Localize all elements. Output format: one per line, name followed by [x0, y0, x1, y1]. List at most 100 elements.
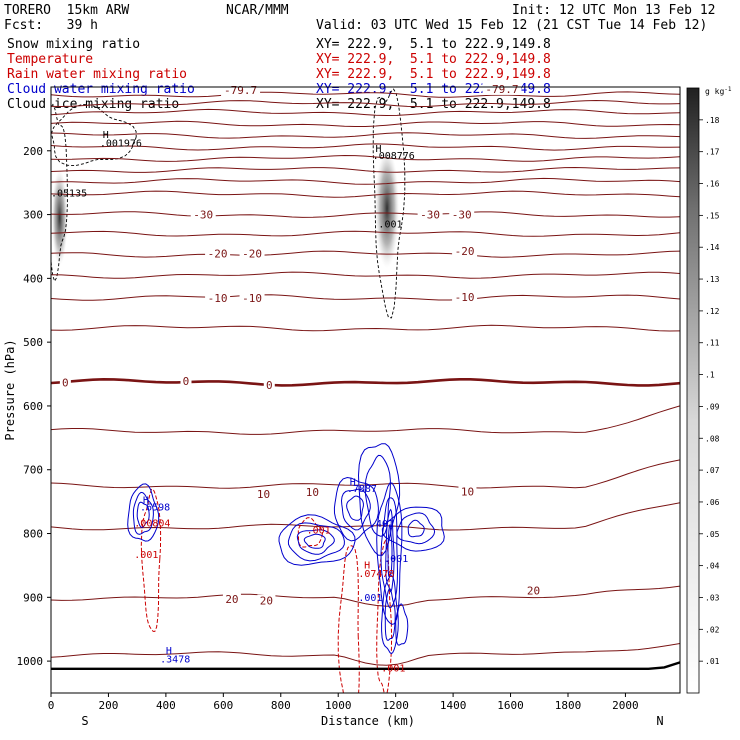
extremum-label: .6598: [140, 503, 170, 514]
temperature-contour-label: 0: [62, 376, 69, 389]
temperature-contour-label: -79.7: [224, 84, 257, 97]
colorbar-tick-label: .07: [705, 466, 720, 475]
cloud-ice-contour: [51, 103, 137, 167]
temperature-contour: [51, 250, 680, 258]
colorbar-tick-label: .18: [705, 116, 720, 125]
temperature-contour-label: -20: [242, 247, 262, 260]
temperature-label-background: [254, 487, 273, 500]
x-tick-label: 600: [213, 699, 233, 712]
temperature-label-background: [449, 208, 475, 221]
cloud-water-contour: [381, 506, 445, 552]
cloud-water-contour: [303, 533, 326, 549]
extremum-label: .00804: [134, 519, 170, 530]
temperature-contour-label: -79.7: [485, 83, 518, 96]
temperature-contour: [51, 271, 680, 279]
y-tick-label: 400: [23, 272, 43, 285]
plot-frame: [50, 86, 681, 694]
cloud-water-contour: [287, 522, 345, 562]
colorbar-tick-label: .06: [705, 498, 720, 507]
temperature-contour: [51, 377, 680, 387]
y-axis-title: Pressure (hPa): [3, 339, 17, 440]
temperature-contour: [51, 502, 680, 531]
colorbar-tick-label: .1: [705, 371, 715, 380]
extremum-label: H: [364, 561, 370, 572]
field-xy-temperature: XY= 222.9, 5.1 to 222.9,149.8: [316, 52, 551, 67]
temperature-label-background: [239, 292, 265, 305]
temperature-contour-label: 20: [527, 584, 540, 597]
colorbar-tick-label: .09: [705, 402, 720, 411]
extremum-label: .008776: [373, 151, 415, 162]
cloud-water-contour: [396, 512, 436, 545]
cloud-water-contour: [381, 574, 399, 655]
extremum-label: .07478: [358, 569, 394, 580]
extremum-label: H: [376, 144, 382, 155]
temperature-contour-label: -30: [420, 209, 440, 222]
temperature-contour-label: -10: [242, 292, 262, 305]
cloud-water-contour: [407, 519, 425, 538]
temperature-contour-label: 0: [183, 375, 190, 388]
temperature-contour: [51, 99, 680, 108]
cloud-water-contour: [384, 588, 396, 641]
extremum-label: .001: [384, 554, 408, 565]
header-org: NCAR/MMM: [226, 3, 289, 18]
cloud-water-contour: [380, 497, 399, 609]
cloud-water-contour: [136, 501, 150, 529]
colorbar-tick-label: .14: [705, 243, 720, 252]
temperature-contour: [51, 585, 680, 607]
y-tick-label: 800: [23, 528, 43, 541]
temperature-label-background: [205, 247, 231, 260]
colorbar-tick-label: .17: [705, 148, 720, 157]
temperature-contour-label: -10: [455, 291, 475, 304]
temperature-contour: [51, 177, 680, 185]
temperature-contour: [51, 154, 680, 162]
colorbar-tick-label: .11: [705, 339, 720, 348]
snow-shading: [375, 148, 400, 269]
colorbar-tick-label: .08: [705, 434, 720, 443]
extremum-label: H: [166, 646, 172, 657]
header-fcst: Fcst: 39 h: [4, 18, 98, 33]
temperature-label-background: [482, 82, 522, 95]
temperature-contour-label: 10: [257, 488, 270, 501]
x-axis-left-end-label: S: [81, 714, 88, 728]
cloud-water-contour: [385, 508, 395, 593]
colorbar-unit-exponent: -1: [724, 86, 732, 93]
extremum-label: H: [103, 130, 109, 141]
temperature-contour: [51, 230, 680, 237]
temperature-contour: [51, 211, 680, 218]
temperature-contour: [51, 190, 680, 198]
extremum-label: .3478: [160, 654, 190, 665]
y-tick-label: 200: [23, 145, 43, 158]
colorbar-unit: g kg-1: [705, 86, 732, 96]
rain-water-contour: [140, 488, 162, 632]
colorbar-gradient: [686, 87, 700, 694]
colorbar-tick-label: .12: [705, 307, 720, 316]
rain-water-contour: [337, 545, 360, 693]
field-label-rain: Rain water mixing ratio: [7, 67, 188, 82]
field-xy-rain: XY= 222.9, 5.1 to 222.9,149.8: [316, 67, 551, 82]
temperature-contour: [51, 643, 680, 666]
temperature-label-background: [303, 486, 322, 499]
temperature-contour: [51, 294, 680, 301]
extremum-label: .001: [134, 550, 158, 561]
extremum-label: H: [143, 496, 149, 507]
temperature-label-background: [524, 584, 543, 597]
colorbar-tick-label: .05: [705, 530, 720, 539]
cloud-water-contour: [395, 603, 409, 646]
y-tick-label: 900: [23, 591, 43, 604]
temperature-label-background: [257, 594, 276, 607]
y-tick-label: 500: [23, 336, 43, 349]
extremum-label: .001976: [100, 138, 142, 149]
temperature-contour-label: 20: [260, 595, 273, 608]
temperature-label-background: [59, 376, 71, 389]
field-label-temperature: Temperature: [7, 52, 94, 67]
rain-water-contour: [376, 539, 393, 693]
x-tick-label: 1000: [325, 699, 352, 712]
cloud-water-contour: [376, 482, 403, 625]
extremum-label: .001: [307, 526, 331, 537]
field-xy-snow: XY= 222.9, 5.1 to 222.9,149.8: [316, 37, 551, 52]
temperature-contour: [51, 91, 680, 98]
x-tick-label: 800: [271, 699, 291, 712]
colorbar-tick-label: .16: [705, 180, 720, 189]
field-label-cloud-water: Cloud water mixing ratio: [7, 82, 195, 97]
